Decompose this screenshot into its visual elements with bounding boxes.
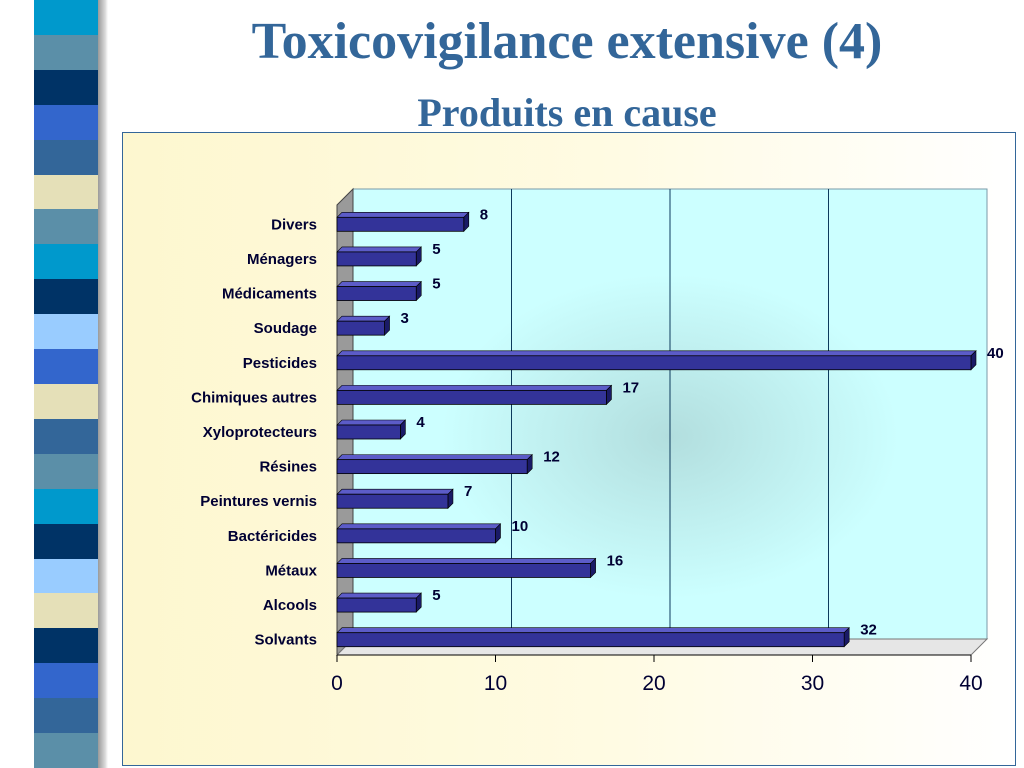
bar-top [336, 281, 422, 287]
decorative-side-strip [34, 0, 98, 768]
category-label: Chimiques autres [191, 389, 317, 406]
bar-top [336, 350, 977, 357]
data-label: 12 [543, 449, 560, 466]
bar [336, 320, 385, 336]
side-strip-shadow [98, 0, 108, 768]
bar-top [336, 488, 454, 495]
category-label: Médicaments [222, 286, 317, 303]
strip-block [34, 34, 98, 70]
data-label: 40 [987, 345, 1004, 362]
strip-block [34, 349, 98, 384]
bar [336, 528, 496, 544]
bar-top [336, 385, 613, 391]
strip-block [34, 698, 98, 734]
strip-block [34, 453, 98, 489]
strip-block [34, 279, 98, 315]
category-label: Peintures vernis [200, 493, 317, 510]
category-label: Pesticides [243, 355, 317, 372]
x-tick-label: 10 [484, 672, 507, 695]
bar [336, 459, 528, 475]
strip-block [34, 0, 98, 35]
data-label: 16 [607, 552, 624, 569]
bar-top [336, 454, 533, 460]
bar [336, 424, 401, 440]
data-label: 32 [860, 622, 877, 639]
strip-block [34, 314, 98, 350]
bar-top [336, 558, 597, 564]
bar [336, 251, 417, 267]
strip-block [34, 663, 98, 699]
strip-block [34, 69, 98, 105]
data-label: 4 [416, 414, 425, 431]
bar-top [336, 627, 850, 633]
bar [336, 286, 417, 301]
category-label: Alcools [263, 597, 317, 614]
strip-block [34, 523, 98, 559]
strip-block [34, 209, 98, 245]
bar-top [336, 212, 470, 218]
x-tick-label: 0 [331, 672, 343, 695]
bar-top [336, 246, 422, 253]
data-label: 5 [432, 241, 440, 258]
bar [336, 355, 972, 371]
category-label: Résines [259, 459, 317, 476]
bar [336, 632, 845, 648]
strip-block [34, 558, 98, 594]
data-label: 5 [432, 587, 440, 604]
data-label: 5 [432, 276, 440, 293]
chart-frame: 8 Divers 5 Ménagers 5 Médicaments 3 Soudage 40 Pe… [122, 132, 1016, 766]
category-label: Soudage [254, 320, 317, 337]
bar-top [336, 315, 391, 322]
slide-title: Toxicovigilance extensive (4) [251, 13, 883, 70]
strip-block [34, 628, 98, 664]
category-label: Métaux [265, 562, 317, 579]
bar-top [336, 523, 502, 530]
x-tick-label: 30 [801, 672, 824, 695]
category-label: Ménagers [247, 251, 317, 268]
bar [336, 216, 465, 232]
data-label: 3 [401, 310, 409, 327]
bar-top [336, 419, 407, 426]
strip-block [34, 244, 98, 280]
strip-block [34, 733, 98, 768]
strip-block [34, 418, 98, 454]
data-label: 17 [622, 379, 639, 396]
data-label: 10 [512, 518, 529, 535]
category-label: Solvants [254, 632, 317, 649]
strip-block [34, 383, 98, 419]
category-label: Xyloprotecteurs [203, 424, 317, 441]
data-label: 8 [480, 206, 488, 223]
category-label: Divers [271, 216, 317, 233]
bar [336, 563, 592, 578]
data-label: 7 [464, 483, 472, 500]
x-tick-label: 20 [642, 672, 665, 695]
strip-block [34, 104, 98, 140]
bar-top [336, 592, 422, 599]
bar [336, 389, 607, 405]
strip-block [34, 488, 98, 524]
bar [336, 493, 449, 509]
x-tick-label: 40 [959, 672, 982, 695]
strip-block [34, 174, 98, 210]
slide-subtitle: Produits en cause [417, 90, 717, 135]
category-label: Bactéricides [228, 528, 317, 545]
bar [336, 597, 417, 613]
bar-chart: 8Divers5Ménagers5Médicaments3Soudage40Pe… [191, 187, 1004, 695]
strip-block [34, 593, 98, 629]
strip-block [34, 139, 98, 175]
